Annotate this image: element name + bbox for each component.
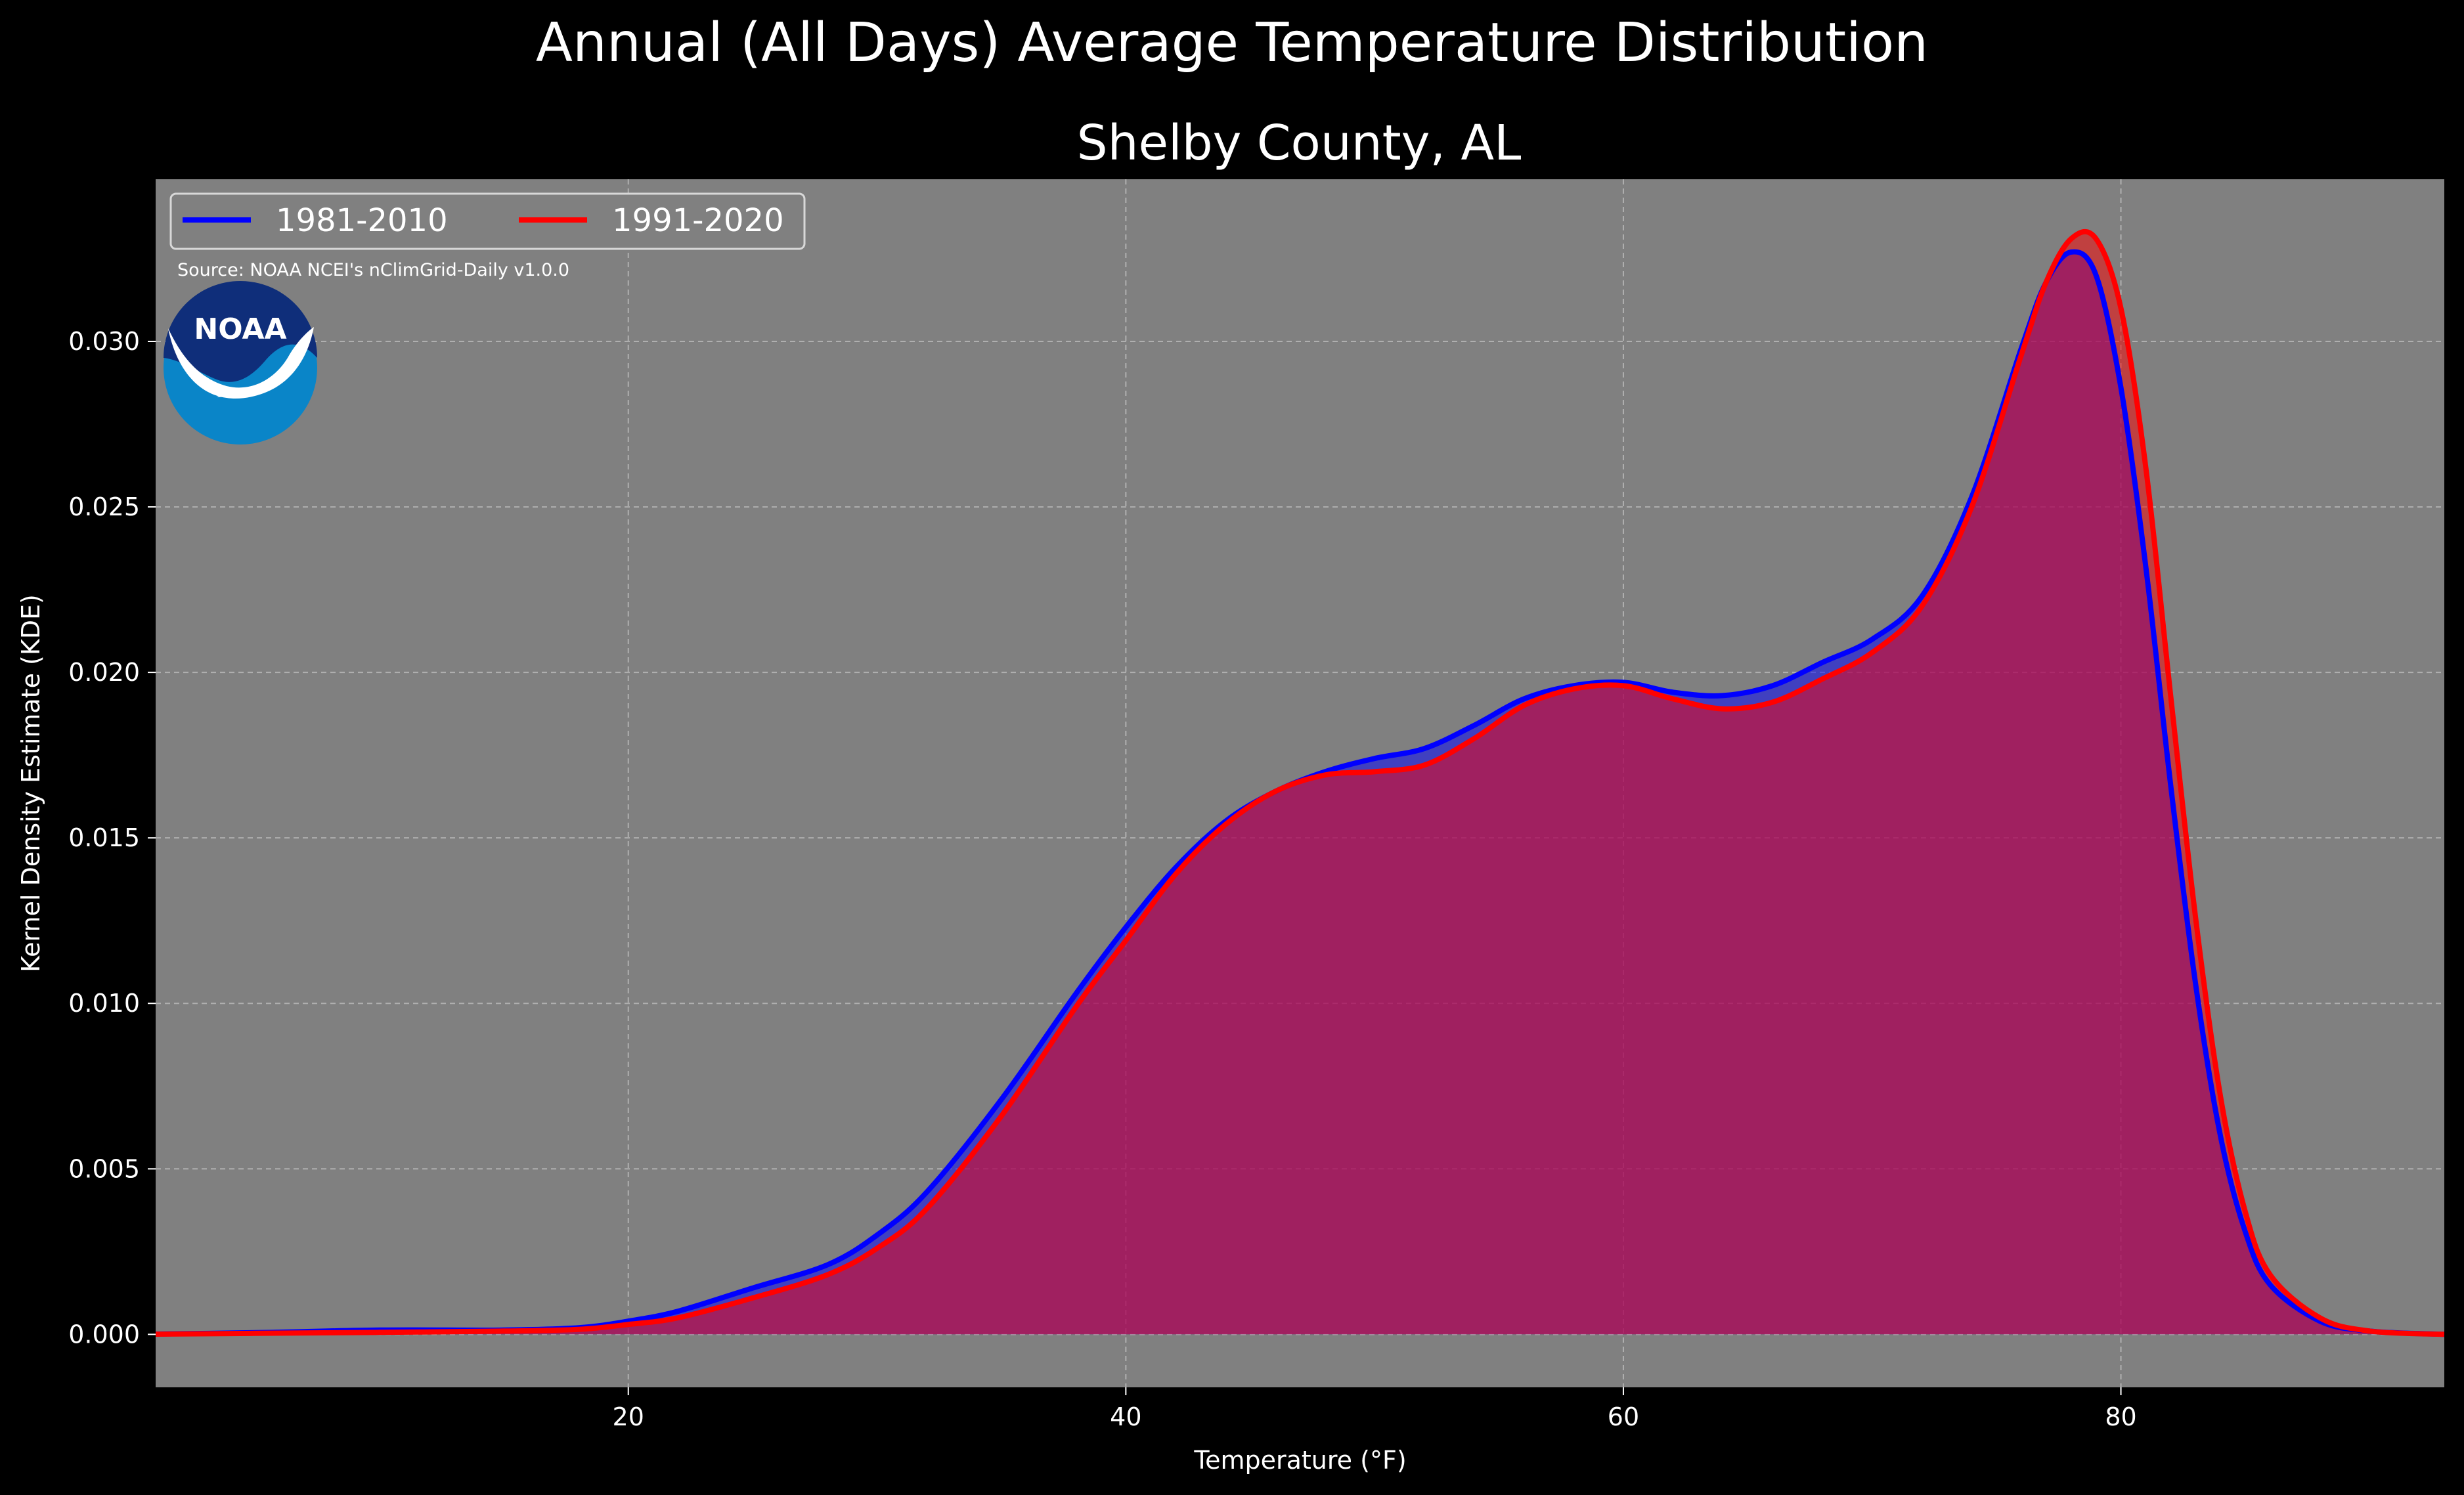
series-line-0: [156, 249, 2444, 1337]
x-ticks: 20 40 60 80: [613, 1387, 2137, 1431]
chart-subtitle: Shelby County, AL: [1077, 115, 1522, 171]
x-tick-label: 60: [1608, 1402, 1639, 1431]
x-tick-label: 80: [2105, 1402, 2136, 1431]
y-axis-label: Kernel Density Estimate (KDE): [16, 594, 45, 972]
series-lines: [156, 229, 2444, 1337]
source-note: Source: NOAA NCEI's nClimGrid-Daily v1.0…: [177, 260, 569, 280]
legend: 1981-2010 1991-2020: [169, 192, 806, 250]
series-line-1: [156, 229, 2444, 1337]
y-tick-label: 0.015: [68, 823, 140, 852]
y-tick-label: 0.000: [68, 1320, 140, 1349]
y-tick-label: 0.025: [68, 492, 140, 521]
y-tick-label: 0.010: [68, 989, 140, 1018]
noaa-logo: NOAA: [164, 281, 317, 444]
x-tick-label: 20: [613, 1402, 644, 1431]
legend-label-series-0: 1981-2010: [276, 202, 448, 239]
y-ticks: 0.000 0.005 0.010 0.015 0.020 0.025 0.030: [68, 327, 156, 1349]
noaa-logo-text: NOAA: [194, 313, 286, 346]
chart-title: Annual (All Days) Average Temperature Di…: [536, 12, 1928, 74]
legend-label-series-1: 1991-2020: [612, 202, 784, 239]
legend-box: [169, 192, 806, 250]
y-tick-label: 0.005: [68, 1154, 140, 1183]
x-tick-label: 40: [1110, 1402, 1141, 1431]
y-tick-label: 0.020: [68, 658, 140, 687]
y-tick-label: 0.030: [68, 327, 140, 356]
x-axis-label: Temperature (°F): [1193, 1446, 1406, 1475]
